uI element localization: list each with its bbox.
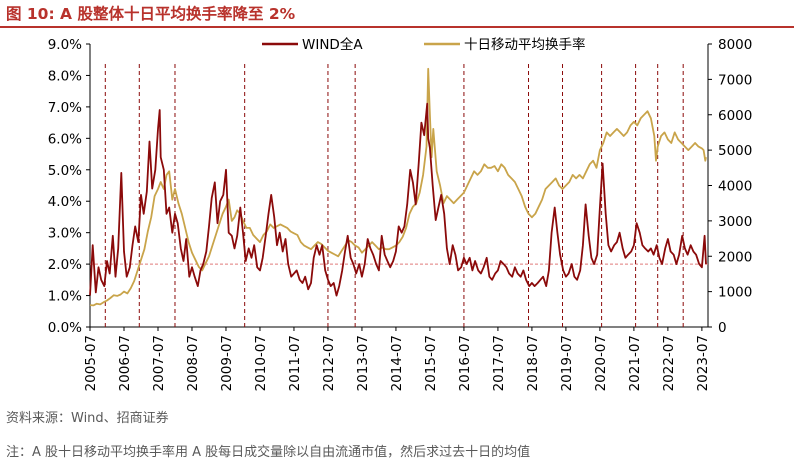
- x-tick-label: 2008-07: [185, 335, 201, 391]
- legend-label: WIND全A: [302, 36, 363, 53]
- x-tick-label: 2016-07: [457, 335, 473, 391]
- x-tick-label: 2015-07: [423, 335, 439, 391]
- footnote: 注：A 股十日移动平均换手率用 A 股每日成交量除以自由流通市值，然后求过去十日…: [6, 445, 531, 460]
- x-tick-label: 2019-07: [559, 335, 575, 391]
- legend: WIND全A 十日移动平均换手率: [262, 36, 586, 53]
- x-tick-label: 2021-07: [627, 335, 643, 391]
- x-tick-label: 2018-07: [525, 335, 541, 391]
- y-left-tick-label: 8.0%: [48, 68, 82, 84]
- y-left-tick-label: 4.0%: [48, 194, 82, 210]
- y-right-tick-label: 4000: [718, 179, 752, 195]
- x-tick-label: 2010-07: [253, 335, 269, 391]
- y-left-tick-label: 2.0%: [48, 257, 82, 273]
- y-left-tick-label: 0.0%: [48, 320, 82, 336]
- y-right-tick-label: 7000: [718, 72, 752, 88]
- y-right-tick-label: 2000: [718, 249, 752, 265]
- x-tick-label: 2014-07: [389, 335, 405, 391]
- x-tick-label: 2023-07: [695, 335, 711, 391]
- y-left-tick-label: 9.0%: [48, 37, 82, 53]
- x-tick-label: 2020-07: [593, 335, 609, 391]
- figure-title: 图 10: A 股整体十日平均换手率降至 2%: [6, 5, 296, 23]
- y-right-tick-label: 0: [718, 320, 727, 336]
- y-right-tick-label: 3000: [718, 214, 752, 230]
- chart-frame: [89, 44, 709, 328]
- x-tick-label: 2012-07: [321, 335, 337, 391]
- x-tick-label: 2006-07: [117, 335, 133, 391]
- x-tick-label: 2009-07: [219, 335, 235, 391]
- y-left-tick-label: 3.0%: [48, 226, 82, 242]
- series-layer: [89, 67, 707, 307]
- x-tick-label: 2011-07: [287, 335, 303, 391]
- title-rule: [0, 26, 794, 28]
- y-right-tick-label: 8000: [718, 37, 752, 53]
- y-right-tick-label: 1000: [718, 285, 752, 301]
- y-left-tick-label: 6.0%: [48, 131, 82, 147]
- y-left-tick-label: 1.0%: [48, 289, 82, 305]
- x-tick-label: 2007-07: [151, 335, 167, 391]
- x-tick-label: 2005-07: [83, 335, 99, 391]
- y-right-tick-label: 6000: [718, 108, 752, 124]
- series-wind-all-a: [89, 102, 707, 297]
- x-tick-label: 2013-07: [355, 335, 371, 391]
- x-tick-label: 2022-07: [661, 335, 677, 391]
- series-10d-ma-turnover: [89, 67, 707, 307]
- legend-label: 十日移动平均换手率: [464, 36, 586, 53]
- axis-layer: 0.0% 1.0% 2.0% 3.0% 4.0% 5.0% 6.0% 7.0% 8.0% 9.0%…: [48, 37, 753, 391]
- source-note: 资料来源：Wind、招商证券: [6, 411, 169, 426]
- x-tick-label: 2017-07: [491, 335, 507, 391]
- event-lines-layer: [104, 64, 684, 327]
- y-left-tick-label: 5.0%: [48, 163, 82, 179]
- y-left-tick-label: 7.0%: [48, 100, 82, 116]
- y-right-tick-label: 5000: [718, 143, 752, 159]
